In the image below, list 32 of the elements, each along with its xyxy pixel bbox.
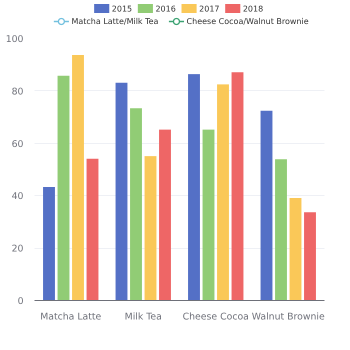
bar xyxy=(217,84,229,300)
bar xyxy=(260,110,272,300)
bar xyxy=(290,198,302,300)
bar xyxy=(159,130,171,300)
bar xyxy=(86,158,98,300)
y-tick-label: 60 xyxy=(12,138,24,150)
bar xyxy=(188,74,200,300)
legend-label: 2017 xyxy=(199,4,220,14)
bar xyxy=(116,82,128,300)
bar xyxy=(304,212,316,300)
y-tick-label: 100 xyxy=(6,34,24,45)
bar xyxy=(144,156,156,300)
x-tick-label: Walnut Brownie xyxy=(252,312,326,322)
x-tick-label: Milk Tea xyxy=(124,312,162,322)
legend-label: 2015 xyxy=(112,4,132,14)
legend-label: 2016 xyxy=(155,4,176,14)
bar xyxy=(232,72,244,300)
bar xyxy=(275,159,287,300)
y-tick-label: 80 xyxy=(12,86,24,98)
y-tick-label: 0 xyxy=(18,296,24,307)
bar xyxy=(72,55,84,300)
bar xyxy=(130,108,142,300)
legend-label: Cheese Cocoa/Walnut Brownie xyxy=(186,17,309,26)
y-tick-label: 40 xyxy=(12,191,24,202)
bar xyxy=(202,130,214,300)
x-tick-label: Matcha Latte xyxy=(40,312,102,322)
bar xyxy=(43,187,55,300)
y-tick-label: 20 xyxy=(12,244,24,255)
x-tick-label: Cheese Cocoa xyxy=(182,312,249,322)
legend-label: Matcha Latte/Milk Tea xyxy=(71,17,159,26)
bar xyxy=(58,76,70,300)
legend-label: 2018 xyxy=(242,4,264,14)
